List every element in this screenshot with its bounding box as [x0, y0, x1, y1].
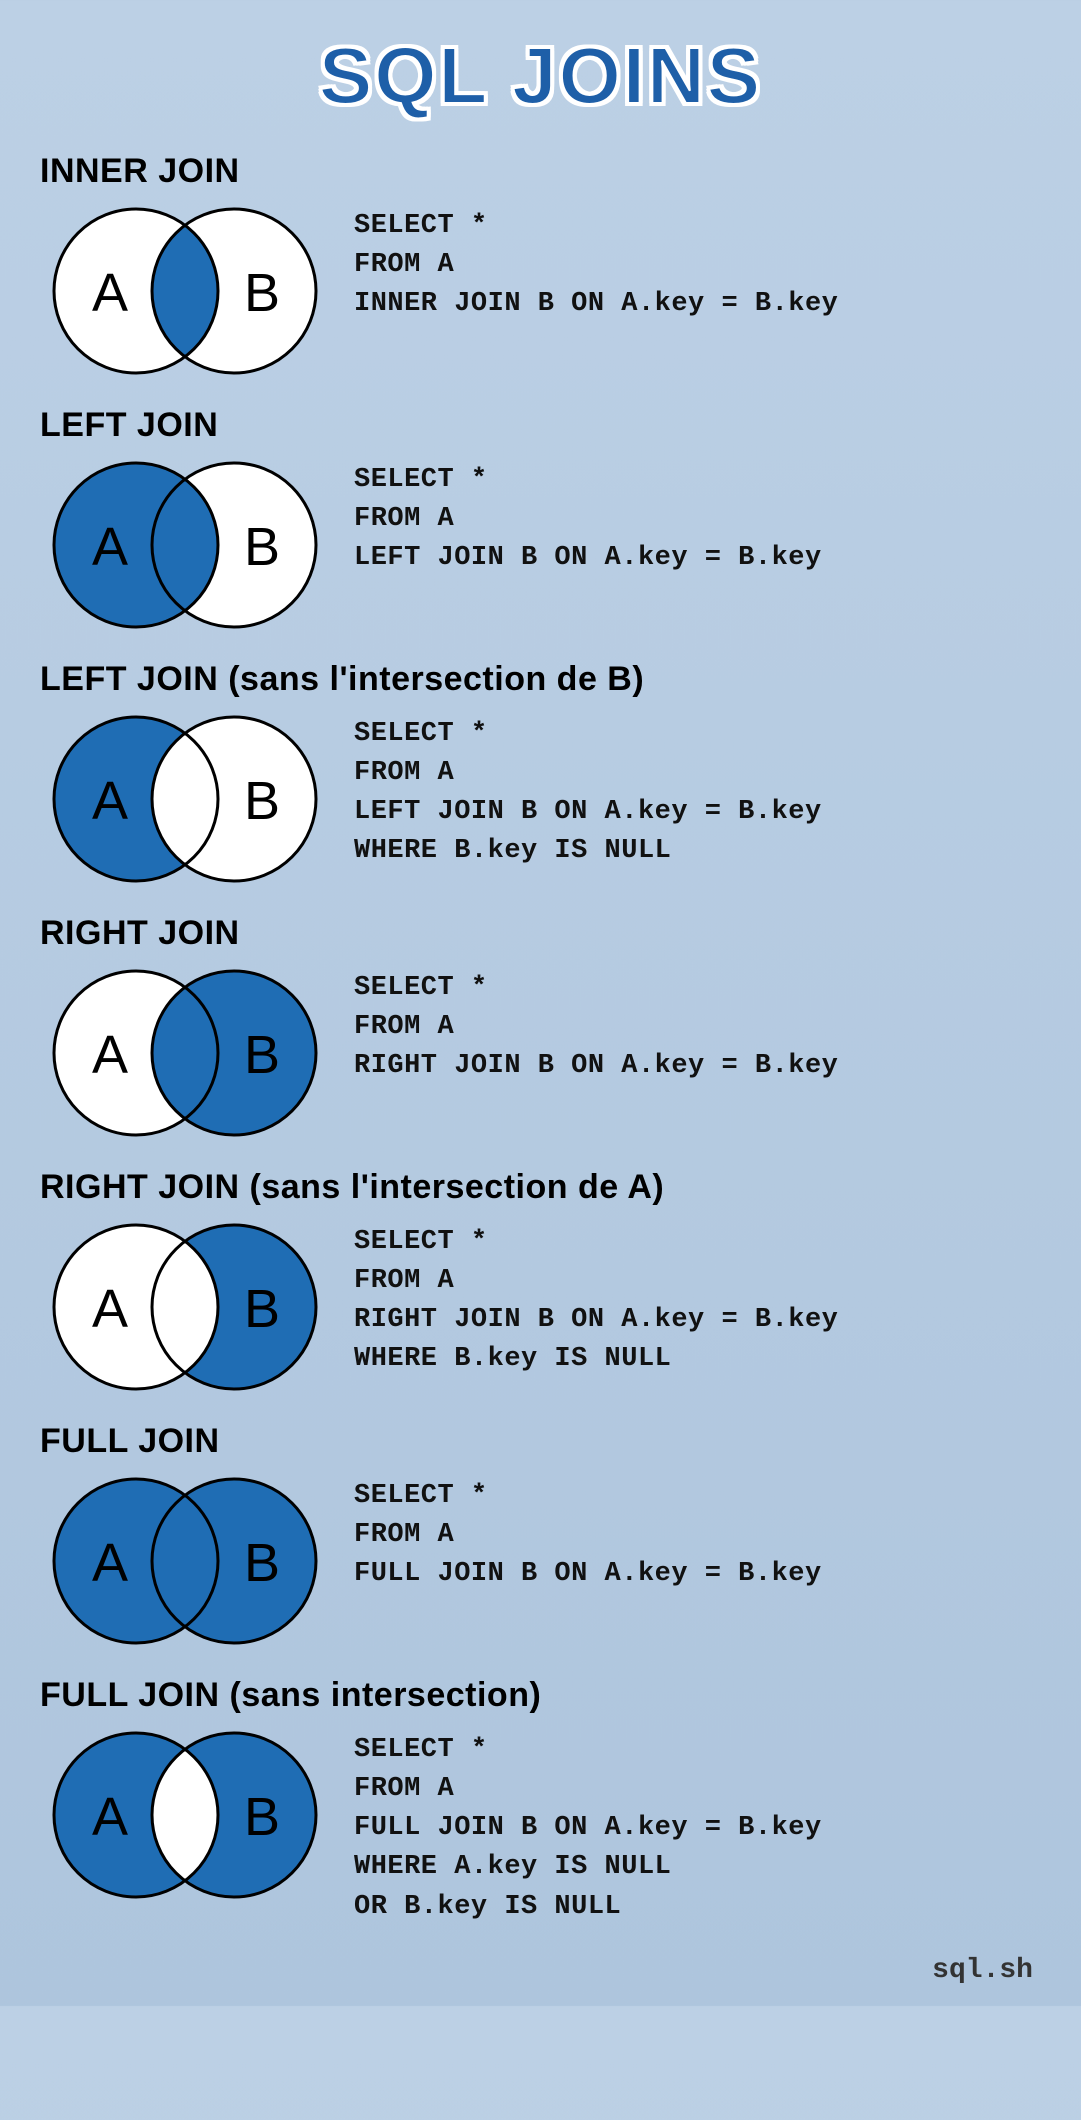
svg-text:A: A [92, 1279, 128, 1339]
venn-diagram: A B [40, 457, 330, 632]
join-heading: FULL JOIN (sans intersection) [40, 1676, 1041, 1715]
venn-diagram: A B [40, 965, 330, 1140]
sql-code: SELECT * FROM A RIGHT JOIN B ON A.key = … [354, 965, 838, 1086]
svg-text:B: B [244, 1533, 280, 1593]
svg-text:A: A [92, 771, 128, 831]
svg-text:B: B [244, 771, 280, 831]
join-row: A B SELECT * FROM A LEFT JOIN B ON A.key… [40, 457, 1041, 632]
join-heading: RIGHT JOIN [40, 914, 1041, 953]
venn-diagram: A B [40, 1219, 330, 1394]
sql-code: SELECT * FROM A LEFT JOIN B ON A.key = B… [354, 457, 822, 578]
join-heading: LEFT JOIN [40, 406, 1041, 445]
join-block: FULL JOIN A B SELECT * FROM A FULL JOIN … [40, 1422, 1041, 1648]
sql-code: SELECT * FROM A LEFT JOIN B ON A.key = B… [354, 711, 822, 872]
sql-code: SELECT * FROM A INNER JOIN B ON A.key = … [354, 203, 838, 324]
svg-text:B: B [244, 263, 280, 323]
svg-text:A: A [92, 517, 128, 577]
svg-text:B: B [244, 1787, 280, 1847]
join-block: LEFT JOIN (sans l'intersection de B) A B… [40, 660, 1041, 886]
join-row: A B SELECT * FROM A RIGHT JOIN B ON A.ke… [40, 965, 1041, 1140]
svg-text:B: B [244, 517, 280, 577]
join-block: LEFT JOIN A B SELECT * FROM A LEFT JOIN … [40, 406, 1041, 632]
join-block: RIGHT JOIN (sans l'intersection de A) A … [40, 1168, 1041, 1394]
svg-text:A: A [92, 1025, 128, 1085]
join-row: A B SELECT * FROM A FULL JOIN B ON A.key… [40, 1727, 1041, 1927]
join-block: INNER JOIN A B SELECT * FROM A INNER JOI… [40, 152, 1041, 378]
sql-code: SELECT * FROM A FULL JOIN B ON A.key = B… [354, 1473, 822, 1594]
svg-text:A: A [92, 263, 128, 323]
sql-code: SELECT * FROM A RIGHT JOIN B ON A.key = … [354, 1219, 838, 1380]
joins-list: INNER JOIN A B SELECT * FROM A INNER JOI… [40, 152, 1041, 1927]
svg-text:B: B [244, 1025, 280, 1085]
venn-diagram: A B [40, 711, 330, 886]
join-block: RIGHT JOIN A B SELECT * FROM A RIGHT JOI… [40, 914, 1041, 1140]
join-block: FULL JOIN (sans intersection) A B SELECT… [40, 1676, 1041, 1927]
join-heading: FULL JOIN [40, 1422, 1041, 1461]
join-row: A B SELECT * FROM A FULL JOIN B ON A.key… [40, 1473, 1041, 1648]
svg-text:B: B [244, 1279, 280, 1339]
svg-text:A: A [92, 1787, 128, 1847]
svg-text:A: A [92, 1533, 128, 1593]
join-row: A B SELECT * FROM A INNER JOIN B ON A.ke… [40, 203, 1041, 378]
join-row: A B SELECT * FROM A LEFT JOIN B ON A.key… [40, 711, 1041, 886]
venn-diagram: A B [40, 1473, 330, 1648]
footer-credit: sql.sh [40, 1955, 1041, 1986]
sql-code: SELECT * FROM A FULL JOIN B ON A.key = B… [354, 1727, 822, 1927]
join-heading: LEFT JOIN (sans l'intersection de B) [40, 660, 1041, 699]
join-heading: INNER JOIN [40, 152, 1041, 191]
page-title: SQL JOINS [40, 30, 1041, 122]
join-heading: RIGHT JOIN (sans l'intersection de A) [40, 1168, 1041, 1207]
venn-diagram: A B [40, 1727, 330, 1902]
join-row: A B SELECT * FROM A RIGHT JOIN B ON A.ke… [40, 1219, 1041, 1394]
venn-diagram: A B [40, 203, 330, 378]
